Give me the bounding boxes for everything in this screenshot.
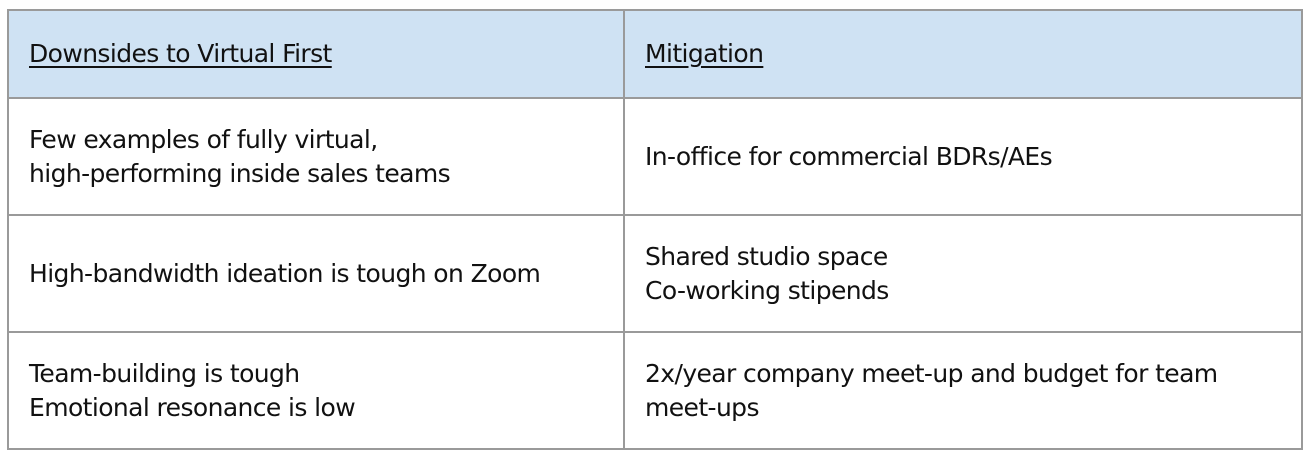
cell-text-line: high-performing inside sales teams <box>29 158 451 188</box>
cell-text-line: Emotional resonance is low <box>29 392 356 422</box>
mitigation-cell: In-office for commercial BDRs/AEs <box>623 97 1303 216</box>
header-mitigation: Mitigation <box>623 9 1303 99</box>
cell-text-line: Co-working stipends <box>645 275 889 305</box>
cell-text-line: Team-building is tough <box>29 358 300 388</box>
downside-cell: High-bandwidth ideation is tough on Zoom <box>7 214 625 333</box>
cell-text-line: 2x/year company meet-up and budget for t… <box>645 358 1218 388</box>
downside-cell: Team-building is tough Emotional resonanc… <box>7 331 625 450</box>
table-row: Few examples of fully virtual, high-perfo… <box>7 97 1303 216</box>
mitigation-cell: Shared studio space Co-working stipends <box>623 214 1303 333</box>
cell-text-line: Few examples of fully virtual, <box>29 124 378 154</box>
downsides-mitigation-table: Downsides to Virtual First Mitigation Fe… <box>7 9 1303 450</box>
cell-text-line: meet-ups <box>645 392 759 422</box>
table-row: Team-building is tough Emotional resonanc… <box>7 331 1303 450</box>
downside-cell: Few examples of fully virtual, high-perfo… <box>7 97 625 216</box>
cell-text-line: Shared studio space <box>645 241 888 271</box>
table-row: High-bandwidth ideation is tough on Zoom… <box>7 214 1303 333</box>
mitigation-cell: 2x/year company meet-up and budget for t… <box>623 331 1303 450</box>
cell-text-line: High-bandwidth ideation is tough on Zoom <box>29 258 541 288</box>
header-row: Downsides to Virtual First Mitigation <box>7 9 1303 99</box>
cell-text-line: In-office for commercial BDRs/AEs <box>645 141 1053 171</box>
header-downsides: Downsides to Virtual First <box>7 9 625 99</box>
